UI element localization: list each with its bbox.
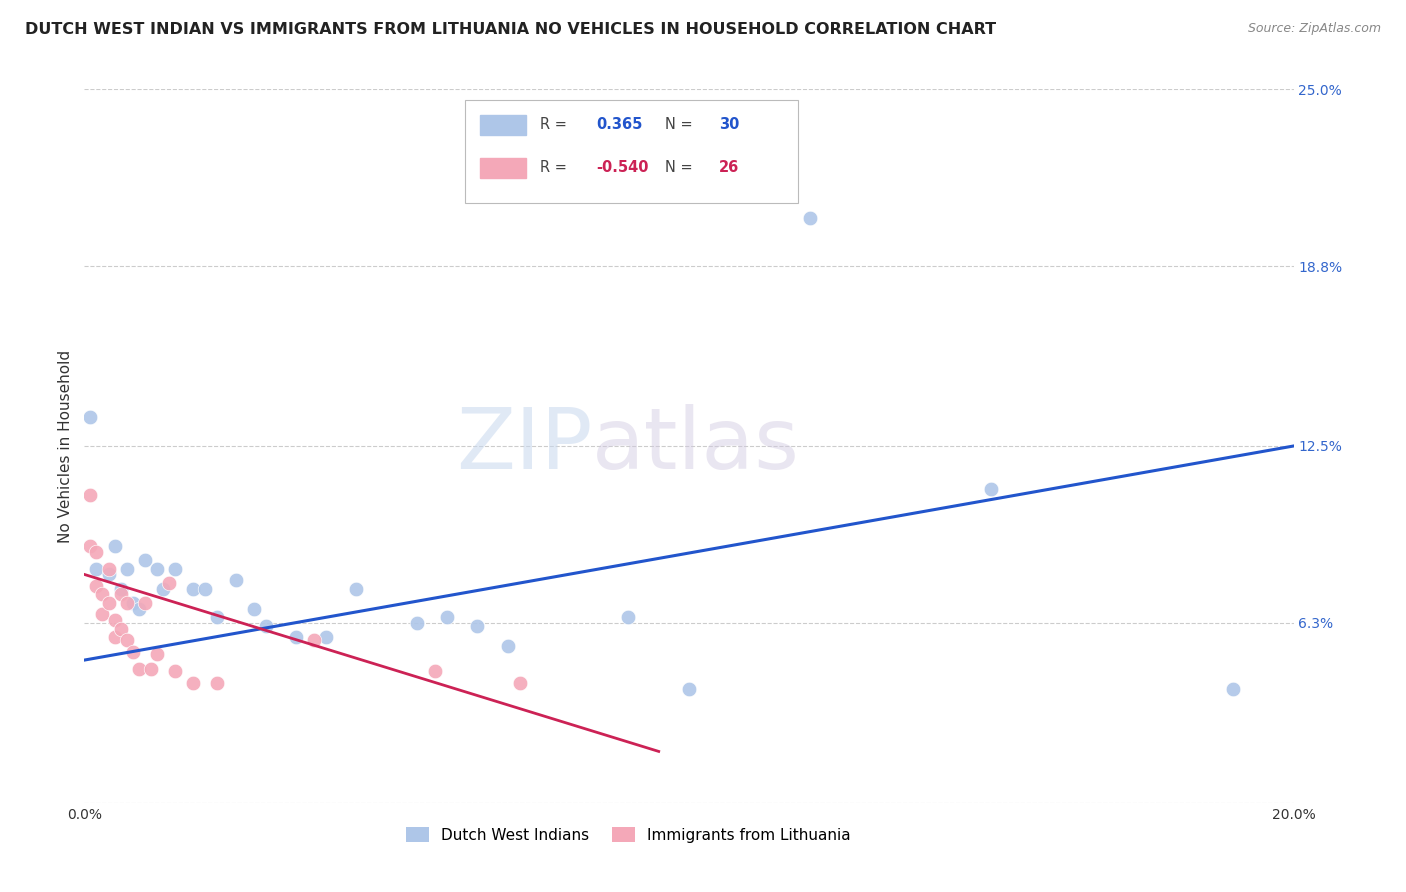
Point bbox=[617, 610, 640, 624]
Point bbox=[1222, 681, 1244, 696]
Point bbox=[467, 619, 489, 633]
Text: 26: 26 bbox=[720, 161, 740, 175]
Text: -0.540: -0.540 bbox=[596, 161, 648, 175]
Point bbox=[496, 639, 519, 653]
Point bbox=[121, 596, 143, 610]
Point bbox=[104, 539, 127, 553]
Point bbox=[91, 607, 114, 622]
Point bbox=[165, 665, 187, 679]
Point bbox=[104, 630, 127, 644]
Point bbox=[406, 615, 429, 630]
Text: R =: R = bbox=[540, 161, 572, 175]
Point bbox=[79, 539, 101, 553]
Point bbox=[139, 662, 162, 676]
FancyBboxPatch shape bbox=[465, 100, 797, 203]
Point bbox=[86, 579, 108, 593]
Point bbox=[134, 596, 156, 610]
Point bbox=[91, 587, 114, 601]
Bar bbox=[479, 115, 526, 135]
Y-axis label: No Vehicles in Household: No Vehicles in Household bbox=[58, 350, 73, 542]
Point bbox=[285, 630, 308, 644]
Text: ZIP: ZIP bbox=[456, 404, 592, 488]
Point bbox=[134, 553, 156, 567]
Point bbox=[79, 410, 101, 425]
Text: N =: N = bbox=[665, 118, 697, 132]
Point bbox=[104, 613, 127, 627]
Point bbox=[115, 633, 138, 648]
Point bbox=[315, 630, 337, 644]
Point bbox=[110, 582, 132, 596]
Point bbox=[302, 633, 325, 648]
Point bbox=[799, 211, 821, 225]
Text: Source: ZipAtlas.com: Source: ZipAtlas.com bbox=[1247, 22, 1381, 36]
Point bbox=[678, 681, 700, 696]
Point bbox=[86, 562, 108, 576]
Point bbox=[79, 487, 101, 501]
Point bbox=[254, 619, 277, 633]
Point bbox=[181, 582, 204, 596]
Bar bbox=[479, 158, 526, 178]
Point bbox=[980, 482, 1002, 496]
Point bbox=[165, 562, 187, 576]
Point bbox=[115, 596, 138, 610]
Point bbox=[242, 601, 264, 615]
Point bbox=[97, 567, 120, 582]
Text: 0.365: 0.365 bbox=[596, 118, 643, 132]
Legend: Dutch West Indians, Immigrants from Lithuania: Dutch West Indians, Immigrants from Lith… bbox=[399, 821, 858, 848]
Point bbox=[86, 544, 108, 558]
Text: atlas: atlas bbox=[592, 404, 800, 488]
Text: R =: R = bbox=[540, 118, 572, 132]
Point bbox=[423, 665, 446, 679]
Point bbox=[128, 662, 150, 676]
Point bbox=[110, 587, 132, 601]
Point bbox=[436, 610, 458, 624]
Point bbox=[225, 573, 247, 587]
Point bbox=[346, 582, 368, 596]
Point bbox=[97, 596, 120, 610]
Point bbox=[207, 676, 229, 690]
Point bbox=[128, 601, 150, 615]
Point bbox=[146, 562, 169, 576]
Point bbox=[121, 644, 143, 658]
Text: N =: N = bbox=[665, 161, 697, 175]
Point bbox=[194, 582, 217, 596]
Point bbox=[157, 576, 180, 591]
Text: DUTCH WEST INDIAN VS IMMIGRANTS FROM LITHUANIA NO VEHICLES IN HOUSEHOLD CORRELAT: DUTCH WEST INDIAN VS IMMIGRANTS FROM LIT… bbox=[25, 22, 997, 37]
Point bbox=[509, 676, 531, 690]
Point bbox=[207, 610, 229, 624]
Point bbox=[110, 622, 132, 636]
Point bbox=[115, 562, 138, 576]
Point bbox=[97, 562, 120, 576]
Text: 30: 30 bbox=[720, 118, 740, 132]
Point bbox=[181, 676, 204, 690]
Point bbox=[152, 582, 174, 596]
Point bbox=[146, 648, 169, 662]
